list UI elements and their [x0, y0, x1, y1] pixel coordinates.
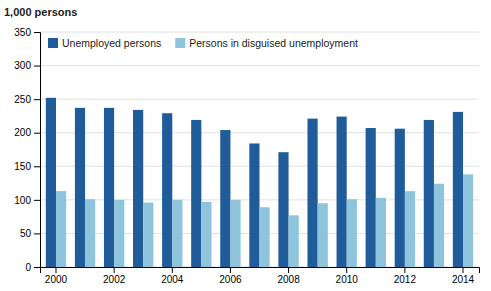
tick-mark [346, 267, 347, 273]
bar [85, 199, 95, 267]
axis-domain [41, 268, 480, 274]
bar [289, 215, 299, 267]
legend-item: Persons in disguised unemployment [175, 37, 358, 49]
tick-mark [34, 233, 40, 234]
tick-label: 2014 [452, 274, 475, 285]
bar [463, 174, 473, 267]
tick: 2008 [277, 267, 300, 285]
tick-label: 2006 [219, 274, 242, 285]
bar [278, 152, 288, 267]
tick: 2012 [394, 267, 417, 285]
tick-label: 2010 [336, 274, 359, 285]
bar [318, 203, 328, 267]
legend-item: Unemployed persons [48, 37, 161, 49]
bar [172, 200, 182, 267]
tick: 2010 [336, 267, 359, 285]
tick-mark [34, 200, 40, 201]
series [46, 98, 463, 267]
tick: 2006 [219, 267, 242, 285]
tick-label: 250 [14, 94, 31, 105]
tick-mark [114, 267, 115, 273]
tick-mark [463, 267, 464, 273]
bar [424, 120, 434, 267]
bar [162, 113, 172, 267]
tick-mark [288, 267, 289, 273]
tick: 2014 [452, 267, 475, 285]
plot: 0501001502002503003502000200220042006200… [14, 27, 479, 285]
legend-swatch [48, 38, 58, 48]
tick-mark [34, 133, 40, 134]
bar [46, 98, 56, 267]
y-axis-label: 1,000 persons [4, 6, 77, 18]
tick: 50 [20, 228, 40, 239]
tick-label: 2000 [45, 274, 68, 285]
tick: 0 [25, 262, 40, 273]
bar [366, 128, 376, 267]
tick-label: 150 [14, 161, 31, 172]
grid [40, 32, 479, 267]
bar [434, 184, 444, 267]
tick-mark [34, 166, 40, 167]
tick-mark [34, 66, 40, 67]
tick: 300 [14, 60, 40, 71]
tick: 150 [14, 161, 40, 172]
x-axis: 2000 2002 2004 2006 2008 2010 2012 2014 [41, 267, 480, 285]
bar [249, 143, 259, 267]
bar [230, 200, 240, 267]
tick: 100 [14, 195, 40, 206]
legend-label: Unemployed persons [62, 37, 161, 49]
tick-mark [230, 267, 231, 273]
bar [453, 112, 463, 267]
bar [201, 202, 211, 267]
legend: Unemployed persons Persons in disguised u… [48, 37, 358, 49]
bar [114, 200, 124, 267]
bar [104, 108, 114, 267]
chart: 0501001502002503003502000200220042006200… [0, 0, 491, 291]
tick: 2000 [45, 267, 68, 285]
tick-label: 2004 [161, 274, 184, 285]
tick-label: 50 [20, 228, 32, 239]
tick: 2004 [161, 267, 184, 285]
bar [75, 108, 85, 267]
tick: 250 [14, 94, 40, 105]
bar [191, 120, 201, 267]
tick-label: 2008 [277, 274, 300, 285]
tick-label: 350 [14, 27, 31, 38]
tick-label: 100 [14, 195, 31, 206]
bars [46, 98, 473, 267]
tick-label: 200 [14, 127, 31, 138]
tick-label: 2012 [394, 274, 417, 285]
bar [307, 119, 317, 267]
bar [220, 130, 230, 267]
bar [260, 207, 270, 267]
y-axis: 0 50 100 150 200 250 300 350 [14, 27, 40, 273]
bar [405, 191, 415, 267]
bar [376, 198, 386, 267]
axis-domain [34, 33, 41, 268]
tick-label: 2002 [103, 274, 126, 285]
tick-mark [55, 267, 56, 273]
legend-label: Persons in disguised unemployment [189, 37, 358, 49]
grid-line [40, 32, 479, 33]
tick-label: 0 [25, 262, 31, 273]
bar [56, 191, 66, 267]
tick-label: 300 [14, 60, 31, 71]
bar [133, 110, 143, 267]
legend-swatch [175, 38, 185, 48]
grid-line [40, 99, 479, 100]
bar [337, 117, 347, 267]
tick: 200 [14, 127, 40, 138]
tick-mark [34, 32, 40, 33]
tick-mark [34, 267, 40, 268]
tick: 350 [14, 27, 40, 38]
series [56, 174, 473, 267]
grid-line [40, 65, 479, 66]
tick: 2002 [103, 267, 126, 285]
tick-mark [172, 267, 173, 273]
tick-mark [34, 99, 40, 100]
bar [347, 199, 357, 267]
tick-mark [404, 267, 405, 273]
bar [395, 129, 405, 267]
bar [143, 203, 153, 267]
